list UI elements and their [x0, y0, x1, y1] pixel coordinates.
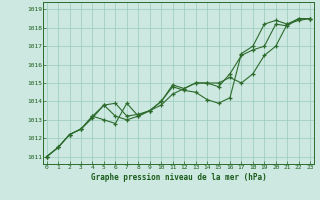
X-axis label: Graphe pression niveau de la mer (hPa): Graphe pression niveau de la mer (hPa) — [91, 173, 266, 182]
